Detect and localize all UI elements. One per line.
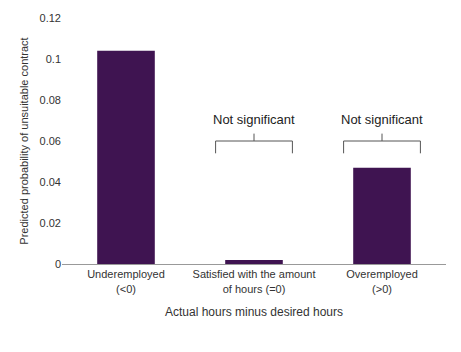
svg-text:Overemployed(>0): Overemployed(>0) bbox=[346, 268, 418, 294]
svg-text:Underemployed(<0): Underemployed(<0) bbox=[87, 268, 165, 294]
svg-text:Not significant: Not significant bbox=[213, 112, 295, 127]
svg-text:0.12: 0.12 bbox=[40, 12, 61, 24]
svg-text:0: 0 bbox=[55, 258, 61, 270]
svg-text:Satisfied with the amountof ho: Satisfied with the amountof hours (=0) bbox=[193, 268, 316, 294]
svg-text:0.08: 0.08 bbox=[40, 94, 61, 106]
svg-text:Not significant: Not significant bbox=[341, 112, 423, 127]
svg-text:Predicted probability of unsui: Predicted probability of unsuitable cont… bbox=[18, 37, 30, 244]
svg-text:0.1: 0.1 bbox=[46, 53, 61, 65]
svg-text:Actual hours minus desired hou: Actual hours minus desired hours bbox=[165, 305, 343, 319]
svg-text:0.04: 0.04 bbox=[40, 176, 61, 188]
svg-text:0.06: 0.06 bbox=[40, 135, 61, 147]
svg-text:0.02: 0.02 bbox=[40, 217, 61, 229]
